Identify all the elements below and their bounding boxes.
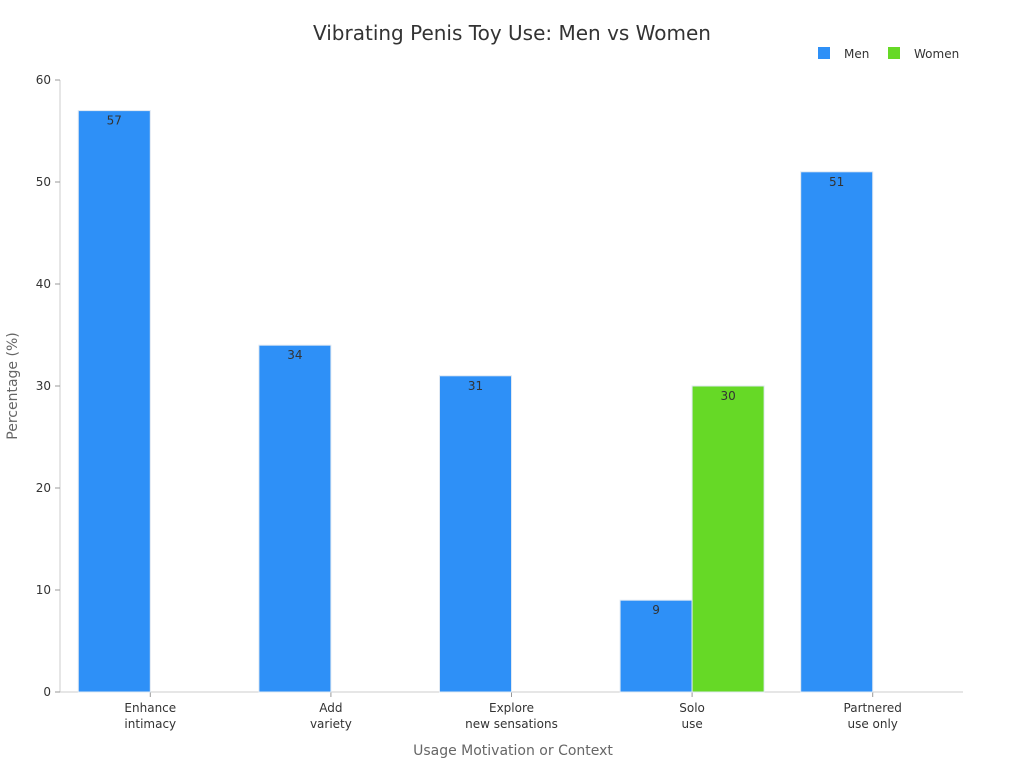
legend: Men Women [818,47,959,61]
x-tick-label: Add variety [310,701,352,731]
bar-men [439,375,512,693]
x-axis: Enhance intimacy Add variety Explore new sens… [60,691,963,731]
x-tick-label: Enhance intimacy [124,701,176,731]
x-tick-label: Solo use [679,701,705,731]
legend-swatch-men [818,47,830,59]
x-tick-label-line: use only [847,717,897,731]
x-tick-label: Explore new sensations [465,701,558,731]
y-tick-label: 20 [36,481,51,495]
legend-swatch-women [888,47,900,59]
y-axis: 0 10 20 30 40 50 60 [36,73,61,699]
x-tick-label-line: Partnered [844,701,902,715]
x-tick-label: Partnered use only [844,701,902,731]
x-tick-label-line: Enhance [124,701,176,715]
y-tick-label: 60 [36,73,51,87]
bar-value-label: 51 [829,175,844,189]
x-tick-label-line: intimacy [124,717,176,731]
x-tick-label-line: use [681,717,702,731]
chart-title: Vibrating Penis Toy Use: Men vs Women [313,21,711,45]
bar-value-label: 31 [468,379,483,393]
x-tick-label-line: Add [319,701,342,715]
bar-women [691,385,765,693]
bar-men [77,110,151,693]
bar-value-label: 34 [287,348,302,362]
bar-men [258,344,332,693]
y-tick-label: 50 [36,175,51,189]
legend-label-men: Men [844,47,869,61]
x-tick-label-line: variety [310,717,352,731]
legend-label-women: Women [914,47,959,61]
x-tick-label-line: Solo [679,701,705,715]
y-axis-title: Percentage (%) [5,332,21,439]
x-tick-label-line: new sensations [465,717,558,731]
bar-value-label: 57 [107,114,122,128]
x-tick-label-line: Explore [489,701,534,715]
y-tick-label: 0 [43,685,51,699]
bar-value-label: 9 [652,603,660,617]
bars: 57 34 31 9 30 51 [77,110,874,693]
y-tick-label: 30 [36,379,51,393]
bar-value-label: 30 [720,389,735,403]
bar-men [800,171,874,693]
x-axis-title: Usage Motivation or Context [413,743,613,759]
y-tick-label: 10 [36,583,51,597]
y-tick-label: 40 [36,277,51,291]
